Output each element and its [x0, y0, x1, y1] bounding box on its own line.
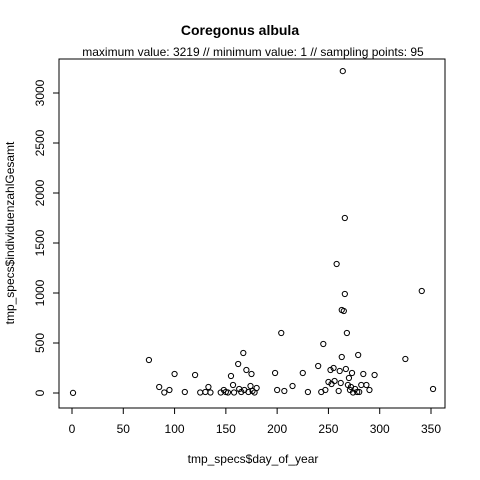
data-point — [355, 351, 362, 359]
x-tick-label: 250 — [318, 422, 338, 436]
data-point — [418, 287, 425, 295]
data-point — [339, 68, 346, 75]
data-point — [247, 382, 254, 390]
data-point — [358, 381, 365, 389]
data-point — [325, 378, 332, 386]
data-point — [253, 384, 260, 392]
y-tick-label: 0 — [33, 389, 47, 396]
data-point — [340, 307, 347, 315]
data-point — [333, 260, 340, 268]
data-point — [335, 387, 342, 395]
data-point — [341, 290, 348, 298]
data-point — [235, 360, 242, 368]
data-point — [197, 389, 204, 396]
data-point — [299, 369, 306, 377]
data-point — [315, 362, 322, 370]
data-point — [166, 386, 173, 394]
data-point — [345, 374, 353, 382]
x-tick-label: 150 — [216, 422, 236, 436]
data-point — [227, 372, 235, 380]
data-point — [181, 388, 188, 396]
data-point — [224, 389, 232, 396]
data-point — [330, 364, 337, 372]
data-point — [161, 389, 168, 396]
data-point — [360, 370, 367, 378]
data-point — [429, 385, 437, 393]
chart-subtitle: maximum value: 3219 // minimum value: 1 … — [82, 45, 424, 59]
data-point — [331, 377, 338, 385]
data-point — [145, 356, 153, 364]
data-point — [238, 388, 245, 396]
data-point — [230, 389, 238, 396]
plot-frame — [58, 58, 446, 409]
x-tick-label: 200 — [267, 422, 287, 436]
data-point — [289, 382, 296, 390]
data-point — [191, 371, 199, 379]
x-axis-label: tmp_specs$day_of_year — [188, 452, 319, 466]
data-point — [338, 353, 345, 361]
x-tick-label: 0 — [69, 422, 76, 436]
data-point — [207, 389, 214, 396]
data-point — [371, 371, 378, 379]
data-point — [274, 386, 281, 394]
y-tick-label: 1500 — [33, 229, 47, 256]
data-point — [348, 369, 356, 377]
y-tick-label: 2000 — [33, 179, 47, 206]
data-point — [271, 369, 279, 377]
data-point — [278, 329, 285, 337]
data-point — [171, 370, 178, 378]
data-point — [320, 340, 327, 348]
x-axis: 0 50 100 150 200 250 300 350 — [69, 407, 441, 436]
data-point — [366, 386, 373, 394]
data-point — [354, 388, 361, 396]
data-point — [363, 381, 370, 389]
data-point — [327, 366, 334, 374]
data-point — [337, 379, 344, 387]
data-point — [281, 387, 288, 395]
data-point — [243, 366, 250, 374]
data-point — [248, 370, 255, 378]
data-point — [342, 365, 349, 373]
data-point — [205, 383, 212, 391]
data-point — [245, 388, 252, 396]
data-point — [343, 329, 350, 337]
data-point — [202, 388, 209, 396]
y-tick-label: 2500 — [33, 129, 47, 156]
data-point — [304, 388, 312, 396]
data-point — [344, 381, 352, 389]
x-tick-label: 50 — [117, 422, 131, 436]
data-point — [69, 389, 77, 396]
y-tick-label: 1000 — [33, 279, 47, 306]
data-point — [356, 388, 363, 396]
data-points — [69, 68, 437, 396]
data-point — [341, 214, 348, 222]
data-point — [229, 381, 237, 389]
data-point — [402, 355, 409, 363]
y-axis-label: tmp_specs$individuenzahlGesamt — [3, 141, 17, 324]
data-point — [336, 367, 343, 375]
data-point — [322, 386, 329, 394]
data-point — [240, 349, 247, 357]
chart-title: Coregonus albula — [181, 22, 299, 38]
x-tick-label: 100 — [165, 422, 185, 436]
x-tick-label: 300 — [370, 422, 390, 436]
x-tick-label: 350 — [421, 422, 441, 436]
y-tick-label: 3000 — [33, 79, 47, 106]
y-tick-label: 500 — [33, 333, 47, 353]
y-axis: 0 500 1000 1500 2000 2500 3000 — [33, 79, 60, 396]
data-point — [156, 383, 163, 391]
